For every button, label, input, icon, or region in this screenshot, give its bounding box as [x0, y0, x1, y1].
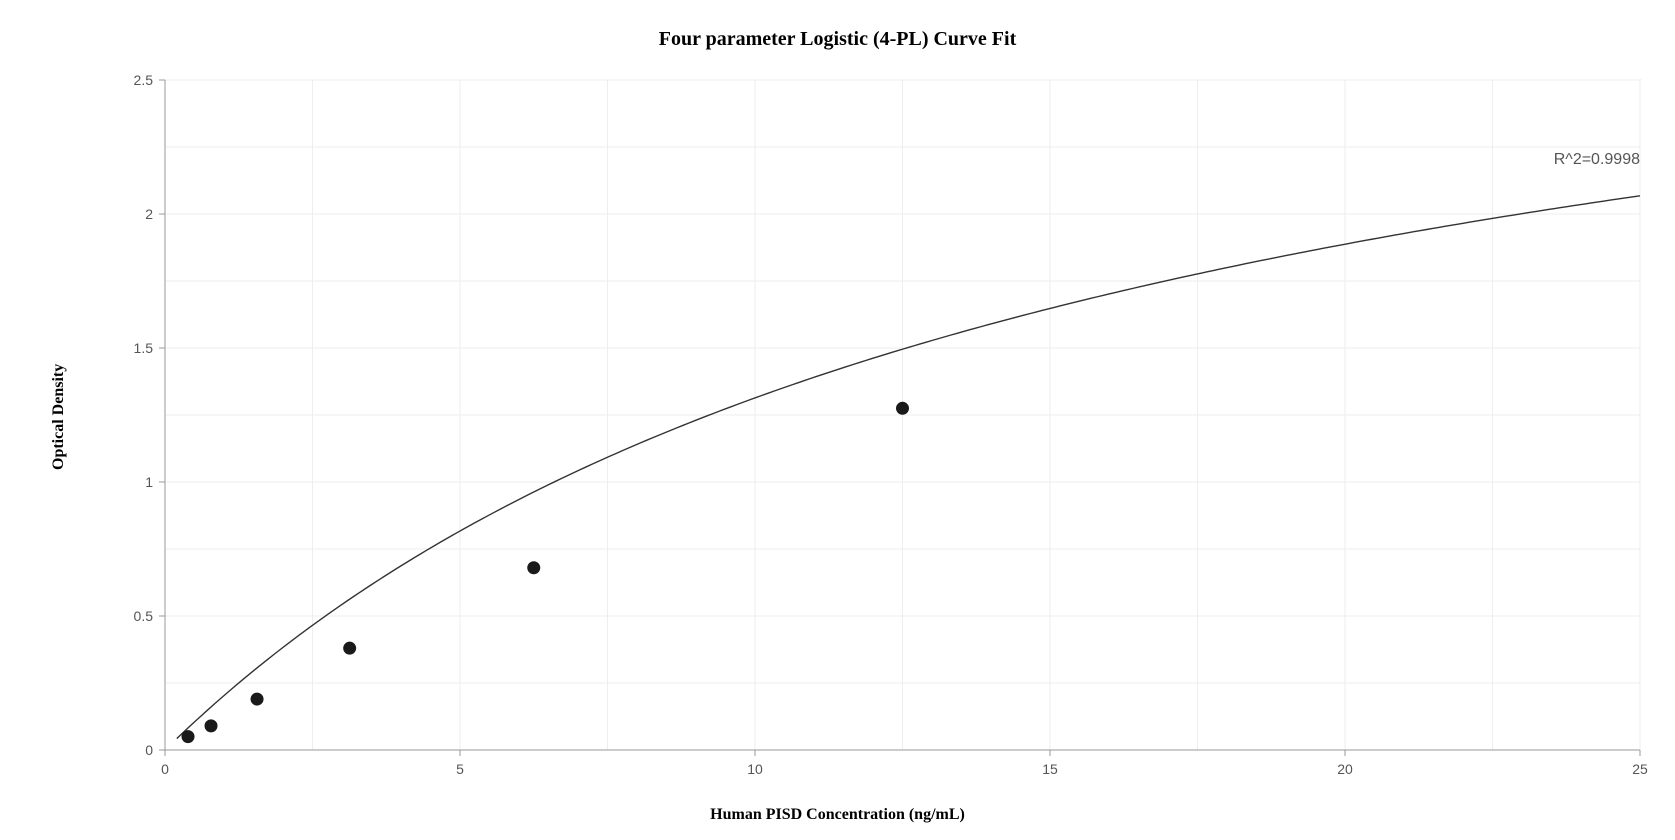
x-tick-label: 0 — [161, 761, 169, 777]
chart-container: Four parameter Logistic (4-PL) Curve Fit… — [0, 0, 1675, 840]
data-point — [528, 562, 540, 574]
data-point — [344, 642, 356, 654]
data-point — [897, 402, 909, 414]
y-tick-label: 1 — [145, 474, 153, 490]
chart-title: Four parameter Logistic (4-PL) Curve Fit — [0, 28, 1675, 51]
y-tick-label: 2.5 — [134, 72, 154, 88]
data-point — [251, 693, 263, 705]
x-axis-label: Human PISD Concentration (ng/mL) — [0, 806, 1675, 824]
y-tick-label: 1.5 — [134, 340, 154, 356]
data-point — [205, 720, 217, 732]
x-tick-label: 10 — [747, 761, 763, 777]
x-ticks: 0 5 10 15 20 25 — [161, 750, 1648, 777]
chart-svg: 0 5 10 15 20 25 0 0.5 1 1.5 2 2.5 R^2=0.9998 — [0, 0, 1675, 840]
x-tick-label: 20 — [1337, 761, 1353, 777]
x-tick-label: 15 — [1042, 761, 1058, 777]
data-point — [182, 731, 194, 743]
y-tick-label: 0 — [145, 742, 153, 758]
y-tick-label: 2 — [145, 206, 153, 222]
x-tick-label: 25 — [1632, 761, 1648, 777]
x-tick-label: 5 — [456, 761, 464, 777]
y-tick-label: 0.5 — [134, 608, 154, 624]
r-squared-annotation: R^2=0.9998 — [1554, 151, 1640, 168]
y-ticks: 0 0.5 1 1.5 2 2.5 — [134, 72, 165, 758]
y-axis-label: Optical Density — [50, 364, 68, 470]
